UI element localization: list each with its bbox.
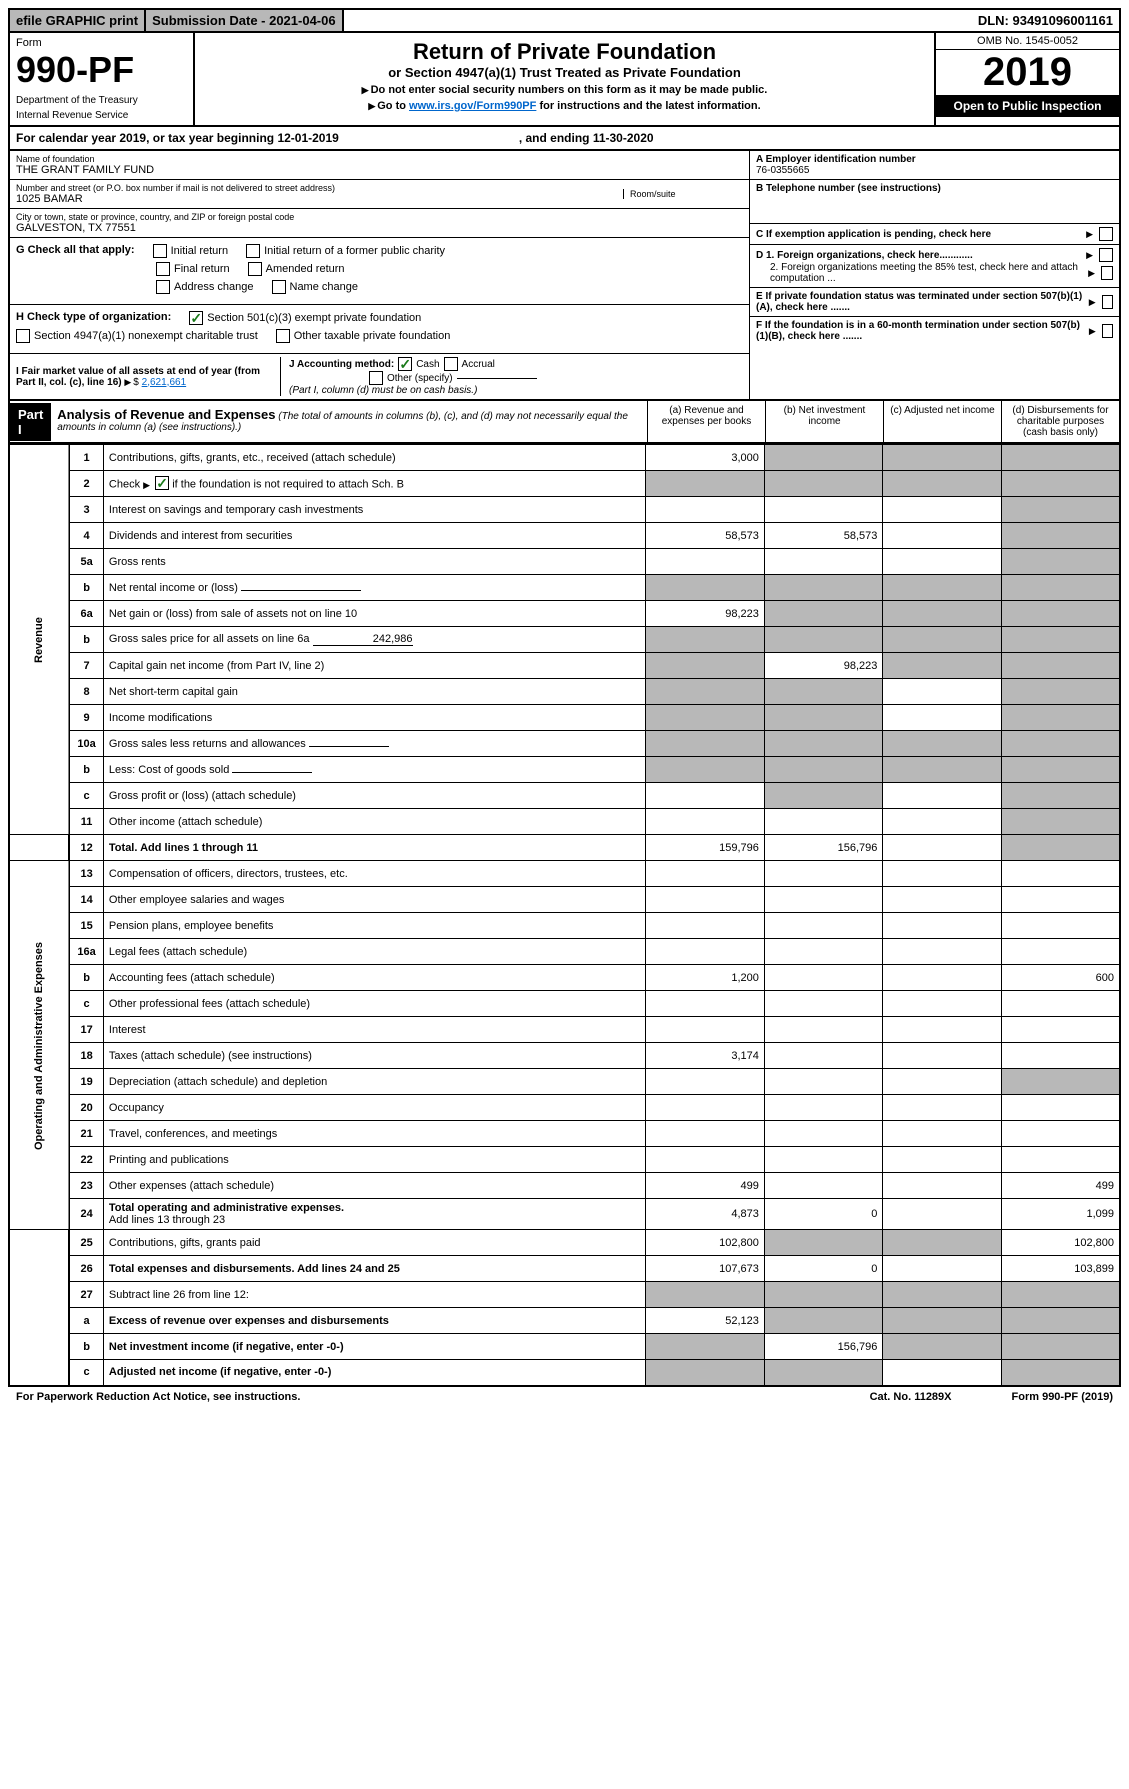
form-word: Form: [16, 37, 187, 49]
checkbox-checked[interactable]: [155, 476, 169, 490]
arrow-icon: [368, 100, 377, 112]
checkbox[interactable]: [1102, 324, 1113, 338]
checkbox[interactable]: [156, 262, 170, 276]
i-label: I Fair market value of all assets at end…: [16, 366, 260, 388]
room-label: Room/suite: [630, 189, 743, 199]
city-val: GALVESTON, TX 77551: [16, 222, 743, 234]
inst3: for instructions and the latest informat…: [539, 100, 760, 112]
addr-label: Number and street (or P.O. box number if…: [16, 183, 619, 193]
f-label: F If the foundation is in a 60-month ter…: [756, 320, 1085, 342]
checkbox[interactable]: [16, 329, 30, 343]
c-label: C If exemption application is pending, c…: [756, 229, 991, 240]
open-inspection: Open to Public Inspection: [936, 95, 1119, 117]
checkbox[interactable]: [156, 280, 170, 294]
irs: Internal Revenue Service: [16, 110, 187, 121]
city-label: City or town, state or province, country…: [16, 212, 743, 222]
dln: DLN: 93491096001161: [972, 10, 1119, 31]
checkbox[interactable]: [1099, 248, 1113, 262]
top-bar: efile GRAPHIC print Submission Date - 20…: [8, 8, 1121, 33]
form-title: Return of Private Foundation: [201, 39, 928, 65]
h-label: H Check type of organization:: [16, 311, 171, 325]
checkbox[interactable]: [246, 244, 260, 258]
fmv-link[interactable]: 2,621,661: [142, 377, 187, 388]
part1-title: Analysis of Revenue and Expenses: [57, 407, 275, 422]
j-note: (Part I, column (d) must be on cash basi…: [289, 385, 743, 396]
submission-date: Submission Date - 2021-04-06: [146, 10, 344, 31]
dept: Department of the Treasury: [16, 95, 187, 106]
part1-header: Part I Analysis of Revenue and Expenses …: [8, 401, 1121, 444]
checkbox[interactable]: [153, 244, 167, 258]
form-number: 990-PF: [16, 49, 187, 91]
e-label: E If private foundation status was termi…: [756, 291, 1085, 313]
d1-label: D 1. Foreign organizations, check here..…: [756, 250, 973, 261]
col-b: (b) Net investment income: [765, 401, 883, 442]
inst1: Do not enter social security numbers on …: [371, 84, 768, 96]
d2-label: 2. Foreign organizations meeting the 85%…: [770, 262, 1084, 284]
tax-year: 2019: [936, 50, 1119, 95]
checkbox-checked[interactable]: [398, 357, 412, 371]
revenue-side: Revenue: [9, 445, 69, 835]
j-label: J Accounting method:: [289, 359, 394, 370]
checkbox[interactable]: [1102, 295, 1113, 309]
checkbox[interactable]: [1099, 227, 1113, 241]
irs-link[interactable]: www.irs.gov/Form990PF: [409, 100, 536, 112]
addr-val: 1025 BAMAR: [16, 193, 619, 205]
g-label: G Check all that apply:: [16, 244, 135, 258]
checkbox[interactable]: [369, 371, 383, 385]
form-subtitle: or Section 4947(a)(1) Trust Treated as P…: [201, 65, 928, 80]
col-d: (d) Disbursements for charitable purpose…: [1001, 401, 1119, 442]
b-label: B Telephone number (see instructions): [756, 183, 1113, 194]
foundation-name: THE GRANT FAMILY FUND: [16, 164, 743, 176]
checkbox[interactable]: [444, 357, 458, 371]
checkbox[interactable]: [248, 262, 262, 276]
col-c: (c) Adjusted net income: [883, 401, 1001, 442]
form-header: Form 990-PF Department of the Treasury I…: [8, 33, 1121, 127]
name-label: Name of foundation: [16, 154, 743, 164]
cat-no: Cat. No. 11289X: [870, 1391, 952, 1403]
expenses-side: Operating and Administrative Expenses: [9, 861, 69, 1230]
checkbox[interactable]: [276, 329, 290, 343]
ein: 76-0355665: [756, 165, 1113, 176]
col-a: (a) Revenue and expenses per books: [647, 401, 765, 442]
form-ref: Form 990-PF (2019): [1012, 1391, 1113, 1403]
entity-info: Name of foundation THE GRANT FAMILY FUND…: [8, 151, 1121, 401]
paperwork-notice: For Paperwork Reduction Act Notice, see …: [16, 1391, 300, 1403]
arrow-icon: [362, 84, 371, 96]
omb: OMB No. 1545-0052: [936, 33, 1119, 50]
checkbox[interactable]: [272, 280, 286, 294]
footer: For Paperwork Reduction Act Notice, see …: [8, 1387, 1121, 1407]
calendar-year: For calendar year 2019, or tax year begi…: [8, 127, 1121, 151]
checkbox-checked[interactable]: [189, 311, 203, 325]
a-label: A Employer identification number: [756, 154, 1113, 165]
checkbox[interactable]: [1101, 266, 1113, 280]
inst2: Go to: [377, 100, 406, 112]
part-badge: Part I: [10, 403, 51, 441]
main-table: Revenue 1Contributions, gifts, grants, e…: [8, 444, 1121, 1387]
efile-label: efile GRAPHIC print: [10, 10, 146, 31]
